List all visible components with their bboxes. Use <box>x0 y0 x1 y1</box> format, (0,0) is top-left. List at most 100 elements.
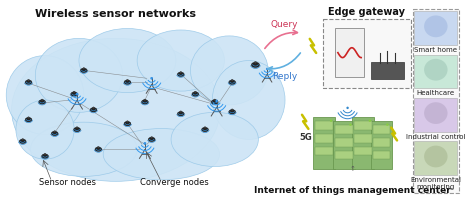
Ellipse shape <box>19 139 26 144</box>
Ellipse shape <box>151 77 153 79</box>
Ellipse shape <box>144 99 146 101</box>
Ellipse shape <box>39 100 46 104</box>
Ellipse shape <box>142 100 148 104</box>
Text: Query: Query <box>271 20 298 29</box>
Ellipse shape <box>330 119 332 122</box>
Ellipse shape <box>171 112 258 167</box>
FancyBboxPatch shape <box>335 125 353 134</box>
Ellipse shape <box>22 138 24 140</box>
FancyBboxPatch shape <box>354 121 372 130</box>
FancyBboxPatch shape <box>374 125 390 134</box>
Ellipse shape <box>211 100 218 104</box>
Ellipse shape <box>25 80 32 85</box>
Ellipse shape <box>349 123 352 126</box>
Text: ↑: ↑ <box>349 166 356 172</box>
Ellipse shape <box>216 100 218 102</box>
Ellipse shape <box>51 131 58 136</box>
Ellipse shape <box>346 107 349 109</box>
Ellipse shape <box>27 79 29 81</box>
FancyBboxPatch shape <box>335 138 353 147</box>
Ellipse shape <box>127 121 128 123</box>
Ellipse shape <box>16 100 74 159</box>
Ellipse shape <box>137 30 224 91</box>
Text: Smart home: Smart home <box>414 47 457 53</box>
Ellipse shape <box>214 99 216 101</box>
Ellipse shape <box>27 117 29 119</box>
Ellipse shape <box>192 92 199 96</box>
Ellipse shape <box>76 127 78 129</box>
Ellipse shape <box>177 72 184 77</box>
Ellipse shape <box>36 38 123 112</box>
Ellipse shape <box>254 61 256 64</box>
Text: Sensor nodes: Sensor nodes <box>39 178 96 187</box>
Ellipse shape <box>97 146 100 148</box>
FancyBboxPatch shape <box>323 19 410 88</box>
FancyBboxPatch shape <box>374 138 390 147</box>
Ellipse shape <box>424 102 447 124</box>
Ellipse shape <box>41 99 43 101</box>
Ellipse shape <box>231 79 233 81</box>
Ellipse shape <box>144 142 146 145</box>
Ellipse shape <box>76 93 78 95</box>
Ellipse shape <box>151 136 153 138</box>
FancyBboxPatch shape <box>313 117 336 169</box>
Ellipse shape <box>11 38 220 181</box>
Ellipse shape <box>73 127 81 132</box>
Ellipse shape <box>204 127 206 129</box>
Ellipse shape <box>424 59 447 81</box>
Ellipse shape <box>194 91 196 93</box>
Ellipse shape <box>71 92 78 96</box>
Ellipse shape <box>424 15 447 37</box>
FancyBboxPatch shape <box>371 62 404 79</box>
Ellipse shape <box>177 111 184 116</box>
Ellipse shape <box>81 68 87 73</box>
Ellipse shape <box>148 137 155 142</box>
FancyBboxPatch shape <box>333 121 355 169</box>
FancyBboxPatch shape <box>354 134 372 143</box>
Ellipse shape <box>54 130 55 132</box>
FancyBboxPatch shape <box>315 147 333 155</box>
FancyBboxPatch shape <box>414 98 457 131</box>
Ellipse shape <box>229 110 236 114</box>
Ellipse shape <box>92 107 94 109</box>
FancyBboxPatch shape <box>412 9 459 193</box>
Ellipse shape <box>231 109 233 111</box>
Ellipse shape <box>180 111 182 113</box>
Ellipse shape <box>124 80 131 85</box>
Ellipse shape <box>251 62 260 68</box>
Ellipse shape <box>25 117 32 122</box>
Ellipse shape <box>266 68 268 70</box>
FancyBboxPatch shape <box>414 55 457 88</box>
Ellipse shape <box>73 91 75 93</box>
Text: Wireless sensor networks: Wireless sensor networks <box>36 9 196 19</box>
Ellipse shape <box>124 121 131 126</box>
Ellipse shape <box>79 29 176 93</box>
FancyBboxPatch shape <box>315 121 333 130</box>
Ellipse shape <box>90 108 97 112</box>
Text: Reply: Reply <box>272 72 297 81</box>
Text: 5G: 5G <box>300 133 312 142</box>
Ellipse shape <box>30 122 137 176</box>
Ellipse shape <box>42 154 48 158</box>
Ellipse shape <box>44 153 46 155</box>
Ellipse shape <box>95 147 102 151</box>
Ellipse shape <box>103 129 219 180</box>
Ellipse shape <box>6 56 84 134</box>
Ellipse shape <box>229 80 236 85</box>
Text: Converge nodes: Converge nodes <box>140 178 209 187</box>
Ellipse shape <box>83 68 85 69</box>
FancyBboxPatch shape <box>335 151 353 159</box>
FancyBboxPatch shape <box>414 11 457 45</box>
Ellipse shape <box>424 146 447 167</box>
FancyBboxPatch shape <box>352 117 374 169</box>
FancyBboxPatch shape <box>374 151 390 159</box>
Ellipse shape <box>191 36 268 105</box>
Text: Environmental
monitoring: Environmental monitoring <box>410 177 461 190</box>
Text: Internet of things management center: Internet of things management center <box>254 186 451 195</box>
Ellipse shape <box>201 127 209 132</box>
Ellipse shape <box>386 123 389 126</box>
Text: Industrial control: Industrial control <box>406 133 465 140</box>
FancyBboxPatch shape <box>371 121 392 169</box>
FancyBboxPatch shape <box>315 134 333 143</box>
Ellipse shape <box>127 79 128 81</box>
